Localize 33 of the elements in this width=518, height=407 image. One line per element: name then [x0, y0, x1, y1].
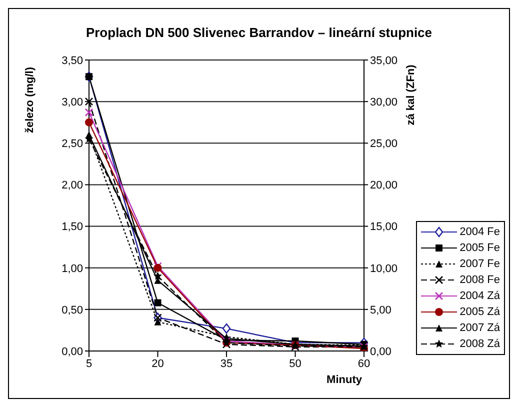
y2-tick-label: 15,00 [370, 221, 398, 234]
x-tick-label: 35 [220, 358, 233, 370]
legend-label: 2005 Fe [460, 242, 500, 254]
x-tick-label: 20 [152, 358, 164, 370]
legend-label: 2005 Zá [460, 306, 500, 318]
y-tick-label: 0,50 [62, 304, 83, 316]
y2-tick-label: 10,00 [370, 262, 398, 275]
y-tick-label: 2,50 [62, 138, 83, 150]
legend-label: 2008 Fe [460, 274, 500, 286]
chart-title: Proplach DN 500 Slivenec Barrandov – lineární stupnice [84, 25, 434, 42]
y2-axis-title: zá kal (ZFn) [405, 64, 417, 126]
y2-tick-label: 30,00 [370, 96, 398, 108]
y2-tick-label: 35,00 [370, 54, 398, 67]
y2-tick-label: 5,00 [370, 304, 392, 316]
y-tick-label: 2,00 [62, 180, 83, 192]
legend-label: 2008 Zá [460, 338, 500, 350]
y-tick-label: 1,50 [62, 221, 83, 234]
y2-tick-label: 25,00 [370, 138, 398, 150]
y-tick-label: 3,00 [62, 96, 83, 108]
y2-tick-label: 0,00 [370, 346, 392, 358]
legend-label: 2007 Zá [460, 322, 500, 334]
legend-label: 2004 Zá [460, 290, 500, 302]
legend-label: 2007 Fe [460, 258, 500, 270]
y-axis-title: železo (mg/l) [24, 66, 36, 134]
x-tick-label: 5 [86, 358, 92, 370]
y-tick-label: 3,50 [62, 54, 83, 67]
y-tick-label: 1,00 [62, 262, 83, 275]
y2-tick-label: 20,00 [370, 180, 398, 192]
x-axis-title: Minuty [326, 374, 363, 386]
x-tick-label: 60 [358, 358, 370, 370]
y-tick-label: 0,00 [62, 346, 83, 358]
x-tick-label: 50 [289, 358, 302, 370]
legend-label: 2004 Fe [460, 226, 500, 238]
